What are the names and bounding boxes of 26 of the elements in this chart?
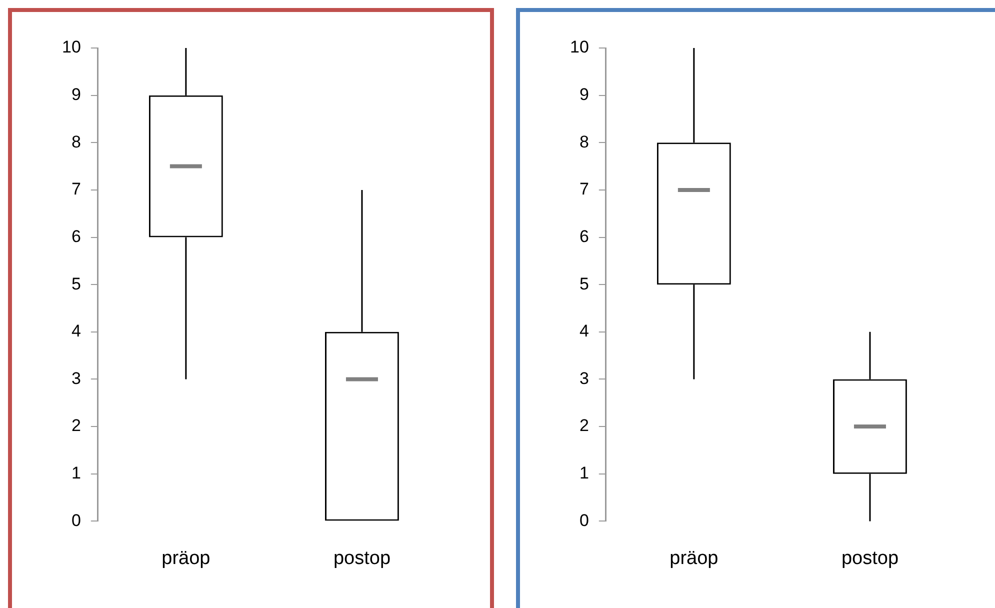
y-tick-label: 6 [579,226,589,246]
y-tick-label: 3 [579,368,589,388]
y-tick-label: 6 [71,226,81,246]
y-tick-label: 9 [71,85,81,104]
y-tick-label: 7 [579,180,589,199]
y-tick-label: 5 [71,274,81,294]
y-tick-label: 4 [71,322,81,341]
y-tick-label: 3 [71,368,81,388]
x-tick-label: postop [333,548,390,569]
y-tick-label: 4 [579,322,589,341]
y-tick-label: 8 [71,132,81,152]
y-tick-label: 10 [62,38,81,57]
x-tick-label: präop [670,548,718,569]
y-tick-label: 10 [570,38,589,57]
y-tick-label: 8 [579,132,589,152]
y-tick-label: 0 [579,510,589,530]
y-tick-label: 2 [579,416,589,436]
y-tick-label: 9 [579,85,589,104]
x-tick-label: postop [841,548,898,569]
y-tick-label: 5 [579,274,589,294]
y-tick-label: 2 [71,416,81,436]
y-tick-label: 1 [579,464,589,483]
y-tick-label: 1 [71,464,81,483]
y-tick-label: 7 [71,180,81,199]
x-tick-label: präop [162,548,210,569]
y-tick-label: 0 [71,510,81,530]
